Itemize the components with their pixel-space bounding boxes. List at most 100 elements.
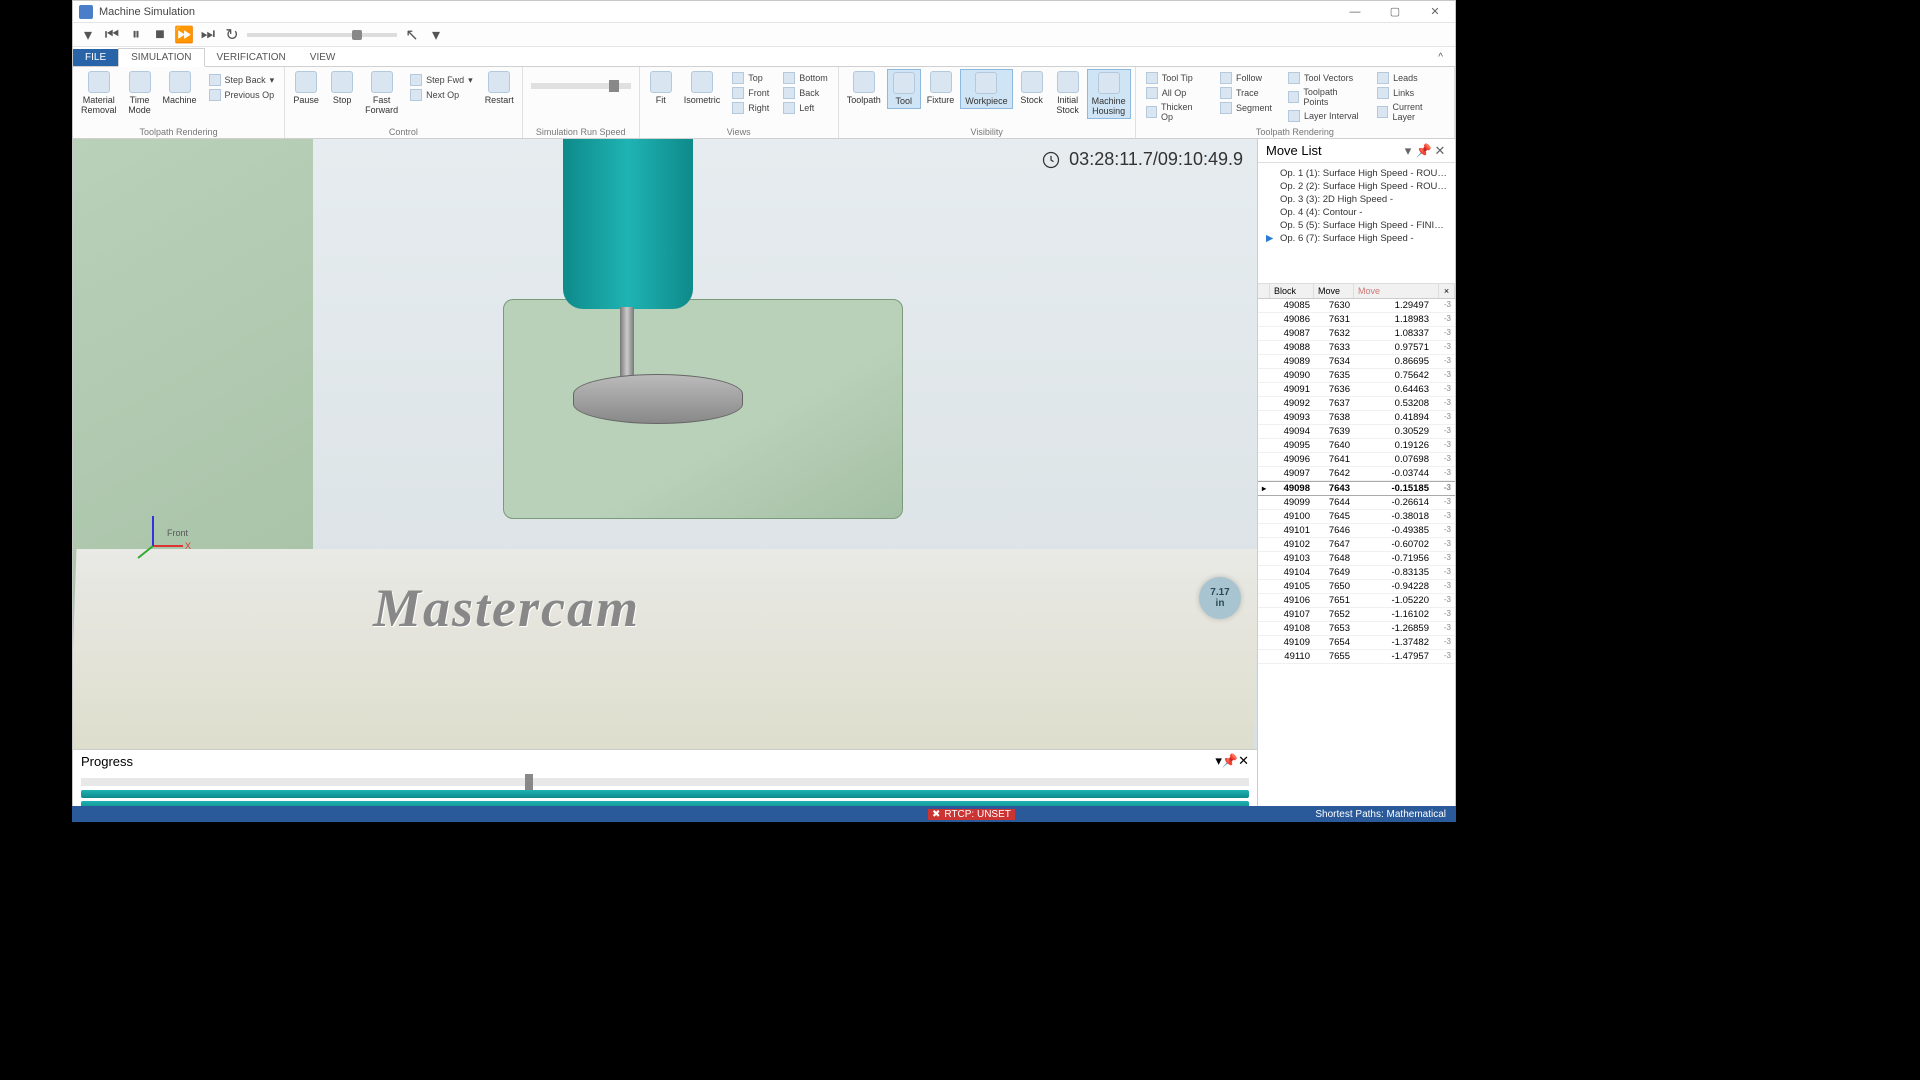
- maximize-button[interactable]: ▢: [1375, 1, 1415, 23]
- minimize-button[interactable]: —: [1335, 1, 1375, 23]
- skip-back-icon[interactable]: ⏮: [103, 26, 121, 44]
- play-pause-icon[interactable]: ⏸: [127, 26, 145, 44]
- cursor-icon[interactable]: ↖: [403, 26, 421, 44]
- table-row[interactable]: 491047649-0.83135-3: [1258, 566, 1455, 580]
- table-row[interactable]: 4909576400.19126-3: [1258, 439, 1455, 453]
- table-row[interactable]: 4908976340.86695-3: [1258, 355, 1455, 369]
- tree-item[interactable]: Op. 2 (2): Surface High Speed - ROUGH +…: [1264, 180, 1449, 193]
- tool-toggle[interactable]: Tool: [887, 69, 921, 109]
- isometric-button[interactable]: Isometric: [680, 69, 725, 107]
- fit-button[interactable]: Fit: [644, 69, 678, 107]
- material-removal-button[interactable]: Material Removal: [77, 69, 121, 117]
- toolpathpoints-button[interactable]: Toolpath Points: [1282, 86, 1367, 108]
- step-back-button[interactable]: Step Back ▾: [203, 73, 281, 87]
- table-row[interactable]: 4908576301.29497-3: [1258, 299, 1455, 313]
- leads-button[interactable]: Leads: [1371, 71, 1450, 85]
- toolvectors-button[interactable]: Tool Vectors: [1282, 71, 1367, 85]
- movelist-pin-icon[interactable]: 📌: [1417, 144, 1431, 158]
- tree-item[interactable]: Op. 3 (3): 2D High Speed -: [1264, 193, 1449, 206]
- time-mode-button[interactable]: Time Mode: [123, 69, 157, 117]
- qat-speed-slider[interactable]: [247, 33, 397, 37]
- table-row[interactable]: 491017646-0.49385-3: [1258, 524, 1455, 538]
- pause-button[interactable]: Pause: [289, 69, 323, 107]
- table-row[interactable]: 491077652-1.16102-3: [1258, 608, 1455, 622]
- machine-housing-toggle[interactable]: Machine Housing: [1087, 69, 1131, 119]
- table-row[interactable]: 4909476390.30529-3: [1258, 425, 1455, 439]
- progress-pin-icon[interactable]: 📌: [1222, 753, 1238, 769]
- operation-tree[interactable]: Op. 1 (1): Surface High Speed - ROUGH +……: [1258, 163, 1455, 283]
- thickenop-button[interactable]: Thicken Op: [1140, 101, 1210, 123]
- layerinterval-button[interactable]: Layer Interval: [1282, 109, 1367, 123]
- close-button[interactable]: ✕: [1415, 1, 1455, 23]
- table-row[interactable]: 4908776321.08337-3: [1258, 327, 1455, 341]
- table-row[interactable]: 4909176360.64463-3: [1258, 383, 1455, 397]
- table-row[interactable]: 491027647-0.60702-3: [1258, 538, 1455, 552]
- workpiece-toggle[interactable]: Workpiece: [960, 69, 1012, 109]
- fast-forward-button[interactable]: Fast Forward: [361, 69, 402, 117]
- tab-view[interactable]: VIEW: [298, 49, 348, 66]
- collapse-ribbon-icon[interactable]: ^: [1426, 49, 1455, 66]
- table-body[interactable]: 4908576301.29497-34908676311.18983-34908…: [1258, 299, 1455, 819]
- progress-marker[interactable]: [525, 774, 533, 790]
- segment-button[interactable]: Segment: [1214, 101, 1278, 115]
- table-row[interactable]: 491107655-1.47957-3: [1258, 650, 1455, 664]
- links-button[interactable]: Links: [1371, 86, 1450, 100]
- top-view-button[interactable]: Top: [726, 71, 775, 85]
- table-row[interactable]: 4909376380.41894-3: [1258, 411, 1455, 425]
- fixture-toggle[interactable]: Fixture: [923, 69, 959, 107]
- trace-button[interactable]: Trace: [1214, 86, 1278, 100]
- follow-button[interactable]: Follow: [1214, 71, 1278, 85]
- tab-file[interactable]: FILE: [73, 49, 118, 66]
- table-row[interactable]: 491097654-1.37482-3: [1258, 636, 1455, 650]
- table-row[interactable]: 491087653-1.26859-3: [1258, 622, 1455, 636]
- table-row[interactable]: 490977642-0.03744-3: [1258, 467, 1455, 481]
- stop2-icon[interactable]: ■: [151, 26, 169, 44]
- tree-item[interactable]: Op. 4 (4): Contour -: [1264, 206, 1449, 219]
- currentlayer-button[interactable]: Current Layer: [1371, 101, 1450, 123]
- progress-close-icon[interactable]: ✕: [1238, 753, 1249, 769]
- table-row[interactable]: 490997644-0.26614-3: [1258, 496, 1455, 510]
- toolpath-toggle[interactable]: Toolpath: [843, 69, 885, 107]
- front-view-button[interactable]: Front: [726, 86, 775, 100]
- progress-track[interactable]: [81, 778, 1249, 786]
- tree-item[interactable]: Op. 1 (1): Surface High Speed - ROUGH +…: [1264, 167, 1449, 180]
- right-view-button[interactable]: Right: [726, 101, 775, 115]
- qat-dropdown-icon[interactable]: ▾: [79, 26, 97, 44]
- stop-button[interactable]: Stop: [325, 69, 359, 107]
- 3d-viewport[interactable]: Mastercam 03:28:11.7/09:10:49.9 X: [73, 139, 1257, 749]
- tooltip-button[interactable]: Tool Tip: [1140, 71, 1210, 85]
- tree-item[interactable]: Op. 5 (5): Surface High Speed - FINISH H…: [1264, 219, 1449, 232]
- table-close-column-icon[interactable]: ×: [1439, 284, 1455, 298]
- table-row[interactable]: 491007645-0.38018-3: [1258, 510, 1455, 524]
- left-view-button[interactable]: Left: [777, 101, 834, 115]
- table-row[interactable]: 4908876330.97571-3: [1258, 341, 1455, 355]
- bottom-view-button[interactable]: Bottom: [777, 71, 834, 85]
- tree-item[interactable]: Op. 6 (7): Surface High Speed -: [1264, 232, 1449, 245]
- previous-op-button[interactable]: Previous Op: [203, 88, 281, 102]
- movelist-close-icon[interactable]: ✕: [1433, 144, 1447, 158]
- dropdown2-icon[interactable]: ▾: [427, 26, 445, 44]
- skip-forward-icon[interactable]: ⏭: [199, 26, 217, 44]
- speed-slider[interactable]: [531, 83, 631, 89]
- table-row[interactable]: 491037648-0.71956-3: [1258, 552, 1455, 566]
- stock-toggle[interactable]: Stock: [1015, 69, 1049, 107]
- table-row[interactable]: 4908676311.18983-3: [1258, 313, 1455, 327]
- back-view-button[interactable]: Back: [777, 86, 834, 100]
- restart-button[interactable]: Restart: [481, 69, 518, 107]
- restart-icon[interactable]: ↻: [223, 26, 241, 44]
- table-row[interactable]: 4909276370.53208-3: [1258, 397, 1455, 411]
- fast-forward-icon[interactable]: ⏩: [175, 26, 193, 44]
- tab-simulation[interactable]: SIMULATION: [118, 48, 204, 67]
- tab-verification[interactable]: VERIFICATION: [205, 49, 298, 66]
- table-row[interactable]: 4909076350.75642-3: [1258, 369, 1455, 383]
- initial-stock-toggle[interactable]: Initial Stock: [1051, 69, 1085, 117]
- allop-button[interactable]: All Op: [1140, 86, 1210, 100]
- table-row[interactable]: 4909676410.07698-3: [1258, 453, 1455, 467]
- next-op-button[interactable]: Next Op: [404, 88, 479, 102]
- movelist-dropdown-icon[interactable]: ▾: [1401, 144, 1415, 158]
- machine-button[interactable]: Machine: [159, 69, 201, 107]
- table-row[interactable]: 490987643-0.15185-3: [1258, 481, 1455, 496]
- step-fwd-button[interactable]: Step Fwd ▾: [404, 73, 479, 87]
- table-row[interactable]: 491057650-0.94228-3: [1258, 580, 1455, 594]
- table-row[interactable]: 491067651-1.05220-3: [1258, 594, 1455, 608]
